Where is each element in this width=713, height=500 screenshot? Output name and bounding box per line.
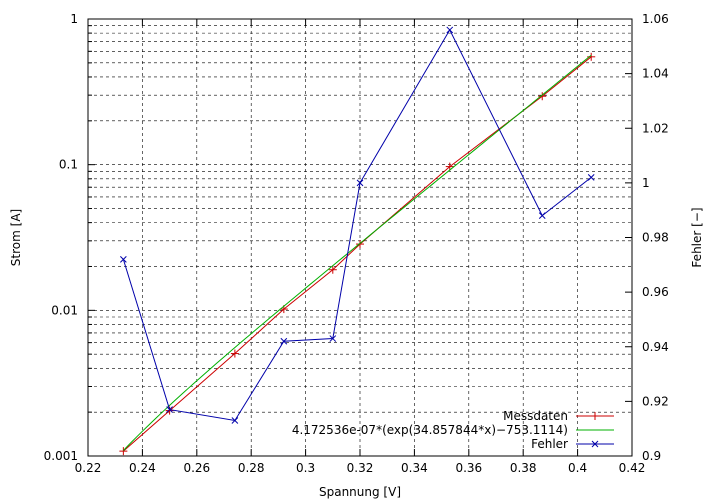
y2-tick-label: 0.92: [642, 394, 669, 408]
y-axis-label: Strom [A]: [9, 209, 23, 266]
legend-label: Fehler: [531, 437, 568, 451]
y2-tick-label: 0.98: [642, 231, 669, 245]
y2-tick-label: 1.02: [642, 121, 669, 135]
series-1: [123, 54, 592, 451]
data-point: [591, 440, 599, 448]
legend-label: Messdaten: [503, 409, 568, 423]
legend-label: 4.172536e-07*(exp(34.857844*x)−753.1114): [292, 423, 568, 437]
data-point: [280, 337, 288, 345]
x-tick-label: 0.3: [296, 461, 315, 475]
data-point: [538, 212, 546, 220]
data-point: [446, 26, 454, 34]
series-line: [123, 56, 592, 452]
x-tick-label: 0.4: [568, 461, 587, 475]
x-tick-label: 0.24: [129, 461, 156, 475]
series-0: [119, 52, 596, 456]
data-point: [120, 255, 127, 263]
series-layer: [119, 26, 596, 456]
y2-tick-label: 1: [642, 176, 650, 190]
x-tick-label: 0.38: [510, 461, 537, 475]
y2-axis-label: Fehler [−]: [690, 207, 704, 267]
y2-tick-label: 1.06: [642, 12, 669, 26]
x-tick-label: 0.26: [183, 461, 210, 475]
axis-ticks: 0.22 0.24 0.26 0.28 0.3 0.32 0.34 0.36 0.38 0.4 0.…: [44, 12, 669, 475]
data-point: [356, 179, 364, 187]
y2-tick-label: 0.96: [642, 285, 669, 299]
series-2: [120, 26, 595, 424]
data-point: [166, 406, 173, 413]
y2-tick-label: 0.9: [642, 449, 661, 463]
x-tick-label: 0.42: [619, 461, 646, 475]
y-tick-label: 0.1: [59, 158, 78, 172]
x-tick-label: 0.22: [75, 461, 102, 475]
y-tick-label: 0.001: [44, 449, 78, 463]
series-line: [123, 54, 592, 451]
legend: Messdaten4.172536e-07*(exp(34.857844*x)−…: [292, 409, 614, 451]
x-tick-label: 0.36: [455, 461, 482, 475]
data-point: [231, 417, 239, 424]
x-tick-label: 0.32: [347, 461, 374, 475]
series-line: [122, 28, 592, 422]
x-tick-label: 0.28: [238, 461, 265, 475]
data-point: [329, 335, 337, 342]
y-tick-label: 0.01: [51, 303, 78, 317]
x-axis-label: Spannung [V]: [319, 485, 401, 499]
x-tick-label: 0.34: [401, 461, 428, 475]
y-tick-label: 1: [70, 12, 78, 26]
y2-tick-label: 1.04: [642, 67, 669, 81]
grid-lines: [87, 19, 633, 457]
data-point: [587, 174, 595, 181]
y2-tick-label: 0.94: [642, 340, 669, 354]
